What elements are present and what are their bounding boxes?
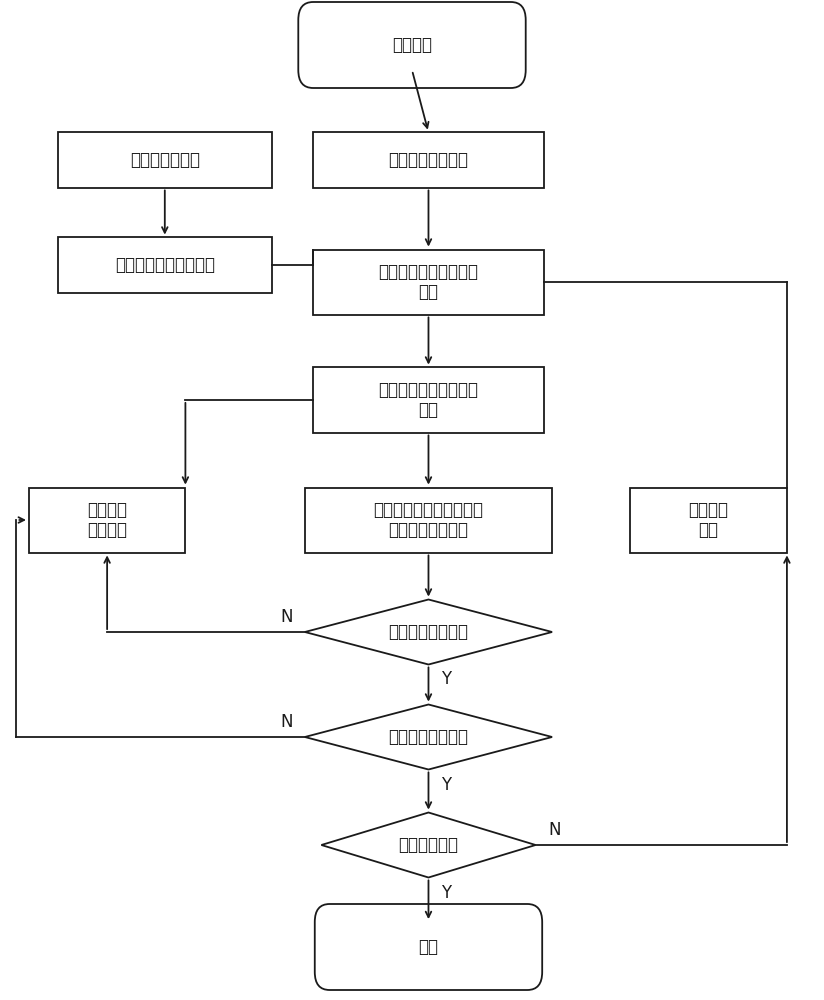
Bar: [58, 237, 272, 292]
Text: 结束: 结束: [419, 938, 438, 956]
Text: Y: Y: [441, 776, 451, 794]
FancyBboxPatch shape: [315, 904, 542, 990]
Text: Y: Y: [441, 884, 451, 902]
Text: 确定目标所在拓扑子网
位置: 确定目标所在拓扑子网 位置: [378, 263, 479, 301]
Text: N: N: [548, 821, 560, 839]
Bar: [630, 488, 787, 552]
Polygon shape: [305, 600, 552, 664]
Text: 联合概率
关联算法: 联合概率 关联算法: [87, 501, 127, 539]
Text: 构建全局信息拓扑模型: 构建全局信息拓扑模型: [115, 256, 215, 274]
Text: 确定目标所在监控节点
位置: 确定目标所在监控节点 位置: [378, 381, 479, 419]
Bar: [29, 488, 185, 552]
Text: Y: Y: [441, 670, 451, 688]
Text: 人工框选可疑目标: 人工框选可疑目标: [388, 151, 469, 169]
Text: 初始化节点信息: 初始化节点信息: [130, 151, 199, 169]
Text: 跟踪开始: 跟踪开始: [392, 36, 432, 54]
Bar: [313, 132, 544, 188]
Bar: [58, 132, 272, 188]
Text: 跟踪结束判定: 跟踪结束判定: [399, 836, 458, 854]
Bar: [313, 249, 544, 314]
Text: N: N: [280, 713, 293, 731]
Text: 是否移出节点视域: 是否移出节点视域: [388, 623, 469, 641]
Bar: [305, 488, 552, 552]
Text: 基于尺度不变特征的粒子
滤波单目跟踪算法: 基于尺度不变特征的粒子 滤波单目跟踪算法: [373, 501, 484, 539]
Text: N: N: [280, 608, 293, 626]
Bar: [313, 367, 544, 432]
Text: 时空关联
算法: 时空关联 算法: [689, 501, 728, 539]
FancyBboxPatch shape: [298, 2, 526, 88]
Polygon shape: [321, 812, 536, 878]
Polygon shape: [305, 704, 552, 770]
Text: 是否移出子网视域: 是否移出子网视域: [388, 728, 469, 746]
